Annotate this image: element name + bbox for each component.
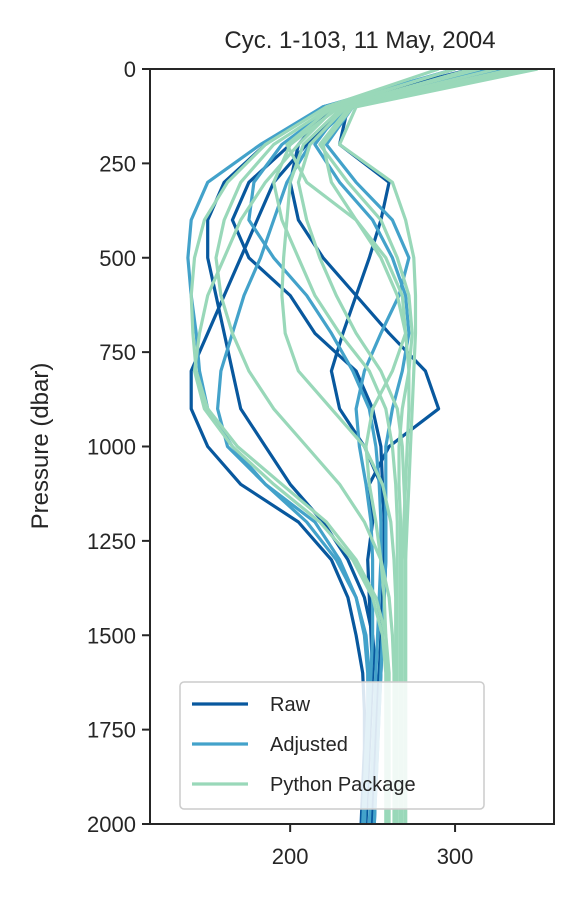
- legend-label: Adjusted: [270, 734, 348, 756]
- y-axis-label: Pressure (dbar): [27, 363, 54, 530]
- legend-label: Raw: [270, 694, 311, 716]
- y-tick-label: 2000: [87, 812, 136, 837]
- axes: 0 250 500 750 1000 1250 1500 1750 2000 200 300: [87, 57, 555, 869]
- y-tick-label: 500: [99, 246, 136, 271]
- y-tick-label: 1250: [87, 529, 136, 554]
- legend: Raw Adjusted Python Package: [179, 681, 485, 810]
- legend-label: Python Package: [270, 774, 416, 796]
- legend-box: [179, 681, 485, 810]
- y-tick-label: 1500: [87, 623, 136, 648]
- y-tick-label: 1000: [87, 435, 136, 460]
- x-tick-label: 200: [272, 844, 309, 869]
- y-tick-label: 750: [99, 340, 136, 365]
- chart-title: Cyc. 1-103, 11 May, 2004: [224, 27, 495, 54]
- x-tick-label: 300: [437, 844, 474, 869]
- y-tick-label: 0: [124, 57, 136, 82]
- y-tick-label: 1750: [87, 718, 136, 743]
- y-tick-label: 250: [99, 151, 136, 176]
